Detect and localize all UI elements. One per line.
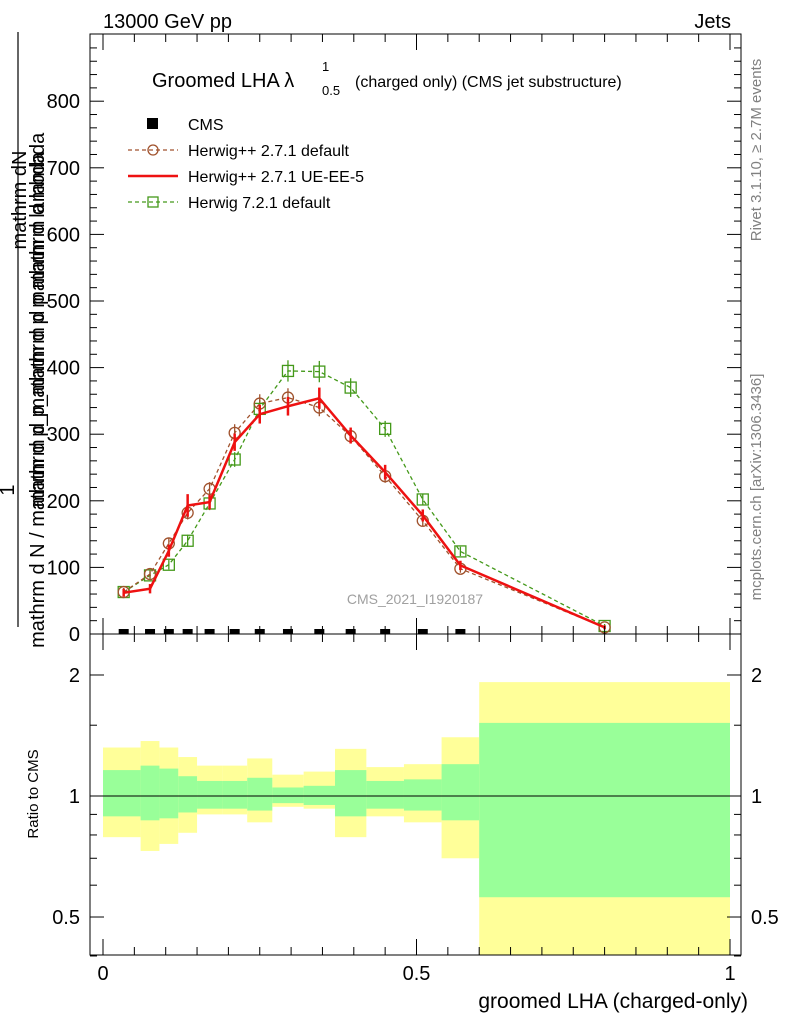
axes: 0 100 200 300 400 500 600 700 800 0 0.5 1 0.5 0.5 1 1 2 2 bbox=[47, 33, 779, 985]
ratio-band-inner bbox=[103, 770, 141, 817]
cms-point bbox=[417, 629, 428, 634]
ratio-ytick-label-right: 2 bbox=[751, 665, 762, 687]
ratio-band-inner bbox=[222, 780, 248, 809]
herwig7-point bbox=[181, 534, 194, 547]
cms-point bbox=[455, 629, 466, 634]
herwig7-point bbox=[344, 381, 357, 394]
herwig7-point bbox=[378, 422, 392, 436]
legend: CMS Herwig++ 2.7.1 default Herwig++ 2.7.… bbox=[128, 117, 364, 212]
ratio-ylabel: Ratio to CMS bbox=[25, 749, 42, 838]
main-data bbox=[117, 360, 611, 634]
cms-point bbox=[282, 629, 293, 634]
main-ytick-label: 800 bbox=[47, 91, 80, 113]
ratio-band-inner bbox=[334, 770, 367, 817]
process-label: Jets bbox=[694, 11, 731, 33]
title-main: Groomed LHA λ bbox=[152, 70, 294, 92]
ratio-xtick-label: 1 bbox=[724, 963, 735, 985]
rivet-label: Rivet 3.1.10, ≥ 2.7M events bbox=[748, 59, 765, 242]
cms-point bbox=[145, 629, 156, 634]
ratio-band-inner bbox=[247, 777, 273, 811]
legend-marker-herwigpp-default bbox=[147, 144, 159, 156]
mcplots-label: mcplots.cern.ch [arXiv:1306.3436] bbox=[748, 374, 765, 601]
ratio-ytick-label-right: 0.5 bbox=[751, 907, 779, 929]
main-ytick-label: 500 bbox=[47, 291, 80, 313]
herwigpp-ueee5-line bbox=[123, 396, 606, 629]
ratio-ytick-label: 2 bbox=[69, 665, 80, 687]
main-ytick-label: 600 bbox=[47, 224, 80, 246]
herwig7-point bbox=[454, 545, 467, 558]
legend-marker-herwig7 bbox=[147, 196, 159, 208]
main-ytick-label: 200 bbox=[47, 491, 80, 513]
ratio-band-inner bbox=[303, 785, 335, 805]
title-sub: 0.5 bbox=[322, 83, 340, 98]
herwig7-line bbox=[123, 370, 605, 627]
ratio-ytick-label: 0.5 bbox=[52, 907, 80, 929]
ratio-bands bbox=[103, 682, 730, 955]
xlabel: groomed LHA (charged-only) bbox=[478, 990, 748, 1013]
legend-label-herwig7: Herwig 7.2.1 default bbox=[188, 195, 331, 212]
legend-marker-cms bbox=[147, 118, 158, 129]
herwig7-point bbox=[313, 365, 326, 378]
ratio-band-inner bbox=[366, 780, 404, 809]
title-suffix: (charged only) (CMS jet substructure) bbox=[355, 74, 622, 91]
ratio-frame bbox=[89, 633, 742, 956]
energy-label: 13000 GeV pp bbox=[103, 11, 232, 33]
main-ytick-label: 300 bbox=[47, 424, 80, 446]
plot-title: Groomed LHA λ 1 0.5 (charged only) (CMS … bbox=[152, 59, 622, 98]
cms-point bbox=[163, 629, 174, 634]
title-sup: 1 bbox=[322, 59, 329, 74]
cms-point bbox=[345, 629, 356, 634]
legend-label-herwigpp-default: Herwig++ 2.7.1 default bbox=[188, 143, 350, 160]
herwigpp-default-point bbox=[143, 567, 157, 581]
ratio-band-inner bbox=[272, 787, 304, 804]
ratio-band-inner bbox=[159, 768, 179, 819]
cms-point bbox=[204, 629, 215, 634]
ratio-ytick-label-right: 1 bbox=[751, 786, 762, 808]
ratio-ytick-label: 1 bbox=[69, 786, 80, 808]
analysis-watermark: CMS_2021_I1920187 bbox=[347, 591, 483, 607]
main-ylabel: mathrm d p_mathrm d p mathrm d lambda ma… bbox=[0, 32, 49, 648]
cms-point bbox=[314, 629, 325, 634]
ylabel-mid: mathrm d p_mathrm d p mathrm d lambda bbox=[27, 132, 49, 507]
main-ytick-label: 400 bbox=[47, 358, 80, 380]
legend-label-herwigpp-ueee5: Herwig++ 2.7.1 UE-EE-5 bbox=[188, 169, 364, 186]
ylabel-top: mathrm dN bbox=[9, 151, 31, 250]
ratio-band-inner bbox=[178, 776, 198, 813]
ylabel-frac: 1 bbox=[0, 484, 19, 495]
cms-point bbox=[182, 629, 193, 634]
ratio-band-inner bbox=[197, 780, 223, 809]
ratio-band-inner bbox=[479, 722, 730, 898]
ratio-band-inner bbox=[441, 764, 480, 821]
herwig7-point bbox=[416, 493, 429, 506]
main-ytick-label: 100 bbox=[47, 557, 80, 579]
ylabel-main: mathrm d N / mathrm d p_mathrm d p mathr… bbox=[27, 151, 49, 648]
ratio-band-inner bbox=[140, 765, 160, 821]
main-ytick-label: 700 bbox=[47, 158, 80, 180]
main-ytick-label: 0 bbox=[69, 624, 80, 646]
legend-label-cms: CMS bbox=[188, 117, 224, 134]
herwig7-point bbox=[162, 558, 175, 571]
cms-point bbox=[118, 629, 129, 634]
herwig7-point bbox=[228, 453, 241, 466]
ratio-xtick-label: 0 bbox=[97, 963, 108, 985]
ratio-xtick-label: 0.5 bbox=[403, 963, 431, 985]
ratio-band-inner bbox=[403, 779, 442, 811]
cms-point bbox=[229, 629, 240, 634]
herwig7-point bbox=[281, 364, 295, 378]
